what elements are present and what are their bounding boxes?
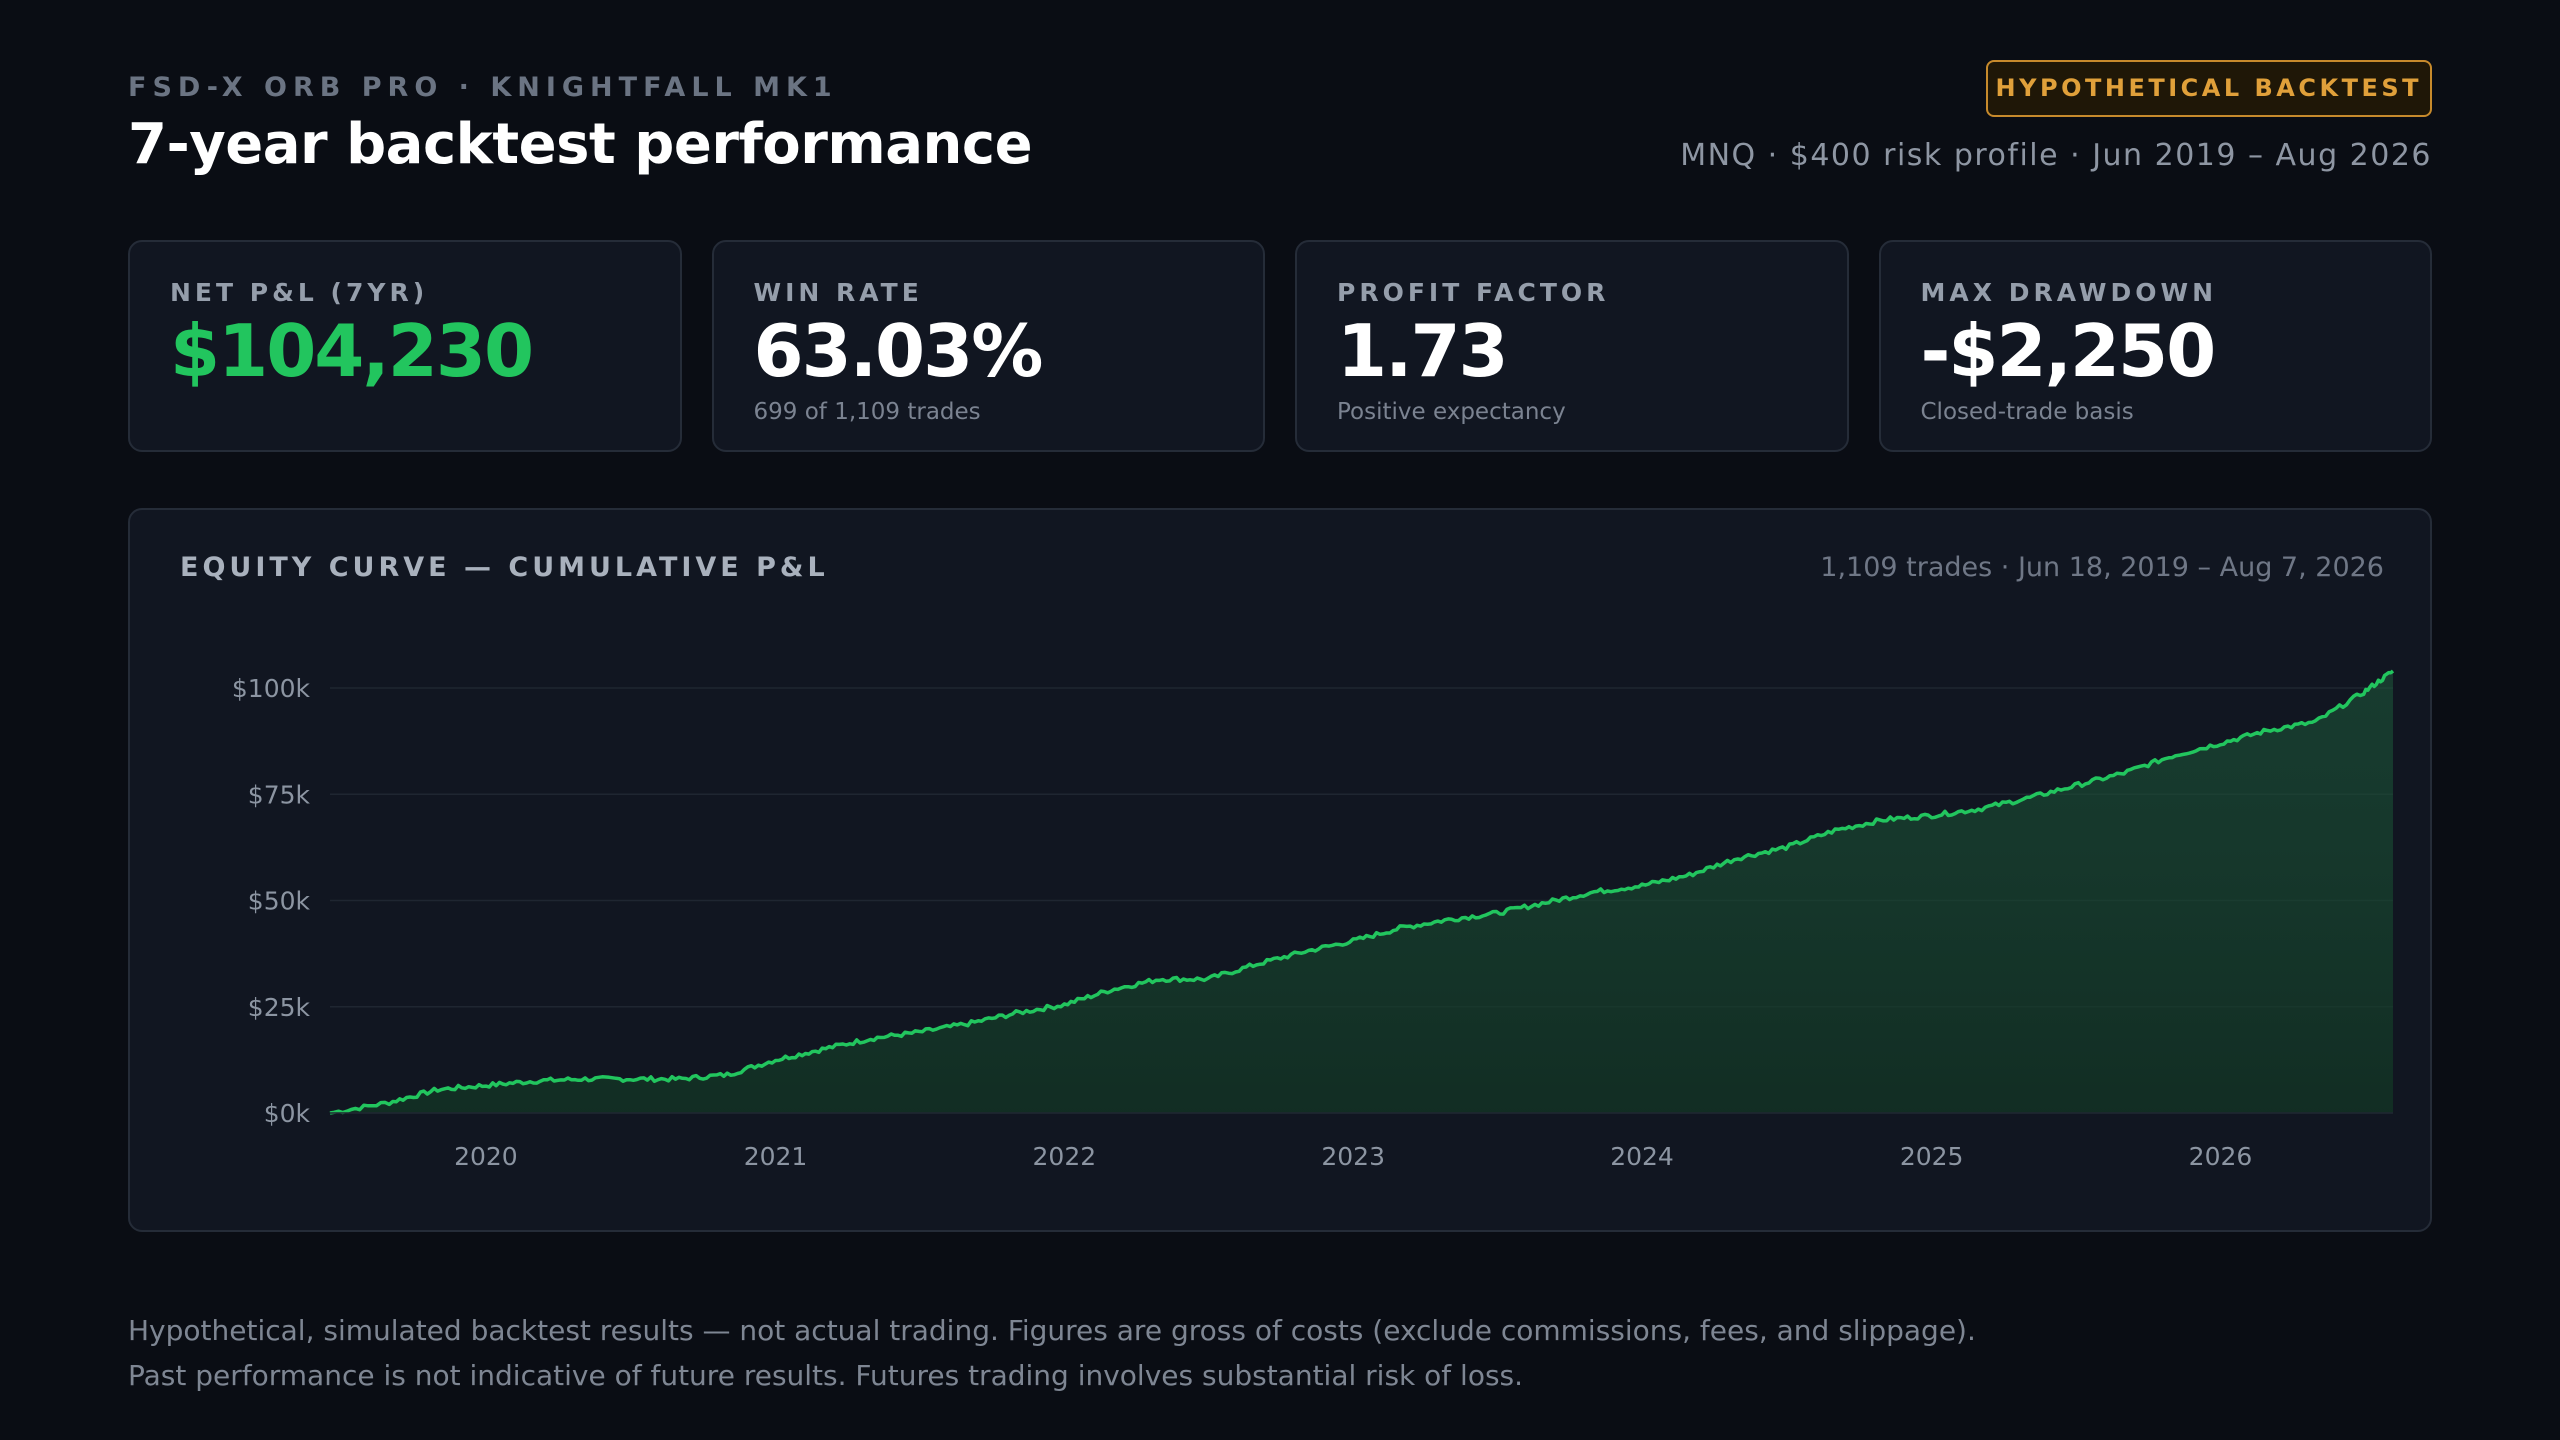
card-label: PROFIT FACTOR: [1337, 278, 1610, 307]
card-subtext: Closed-trade basis: [1920, 399, 2134, 425]
card-subtext: 699 of 1,109 trades: [753, 399, 981, 425]
x-tick-label: 2026: [2189, 1142, 2253, 1171]
card-value: 1.73: [1337, 309, 1509, 393]
y-tick-label: $100k: [232, 674, 311, 703]
chart-meta: 1,109 trades · Jun 18, 2019 – Aug 7, 202…: [1820, 552, 2384, 583]
page-title: 7-year backtest performance: [128, 112, 1033, 177]
card-subtext: Positive expectancy: [1337, 399, 1566, 425]
x-tick-label: 2023: [1321, 1142, 1385, 1171]
card-value: $104,230: [170, 309, 534, 393]
disclaimer-line: Hypothetical, simulated backtest results…: [128, 1314, 1976, 1347]
chart-title: EQUITY CURVE — CUMULATIVE P&L: [180, 552, 829, 583]
stat-cards: NET P&L (7YR) $104,230 WIN RATE 63.03% 6…: [128, 240, 2432, 452]
x-tick-label: 2024: [1610, 1142, 1674, 1171]
card-value: -$2,250: [1920, 309, 2217, 393]
equity-line: [329, 669, 2395, 1115]
card-label: NET P&L (7YR): [170, 278, 429, 307]
profit-factor-card: PROFIT FACTOR 1.73 Positive expectancy: [1295, 240, 1849, 452]
net-pnl-card: NET P&L (7YR) $104,230: [128, 240, 682, 452]
equity-chart: $0k $25k $50k $75k $100k 2020 2021 2022 2023 2024…: [232, 669, 2395, 1171]
card-label: MAX DRAWDOWN: [1920, 278, 2218, 307]
disclaimer-line: Past performance is not indicative of fu…: [128, 1359, 1524, 1392]
x-tick-label: 2022: [1033, 1142, 1097, 1171]
equity-area: [330, 671, 2393, 1113]
y-tick-label: $0k: [264, 1099, 311, 1128]
x-tick-label: 2021: [744, 1142, 808, 1171]
card-label: WIN RATE: [753, 278, 923, 307]
equity-chart-panel: EQUITY CURVE — CUMULATIVE P&L 1,109 trad…: [128, 508, 2432, 1232]
strategy-eyebrow: FSD-X ORB PRO · KNIGHTFALL MK1: [128, 72, 838, 103]
hypothetical-badge: HYPOTHETICAL BACKTEST: [1985, 60, 2432, 117]
x-tick-label: 2025: [1900, 1142, 1964, 1171]
card-value: 63.03%: [753, 309, 1044, 393]
disclaimer: Hypothetical, simulated backtest results…: [128, 1308, 1976, 1398]
x-tick-label: 2020: [454, 1142, 518, 1171]
win-rate-card: WIN RATE 63.03% 699 of 1,109 trades: [711, 240, 1265, 452]
y-tick-label: $75k: [248, 780, 311, 809]
page-subtitle: MNQ · $400 risk profile · Jun 2019 – Aug…: [1680, 138, 2432, 173]
y-tick-label: $50k: [248, 887, 311, 916]
max-drawdown-card: MAX DRAWDOWN -$2,250 Closed-trade basis: [1878, 240, 2432, 452]
y-tick-label: $25k: [248, 993, 311, 1022]
